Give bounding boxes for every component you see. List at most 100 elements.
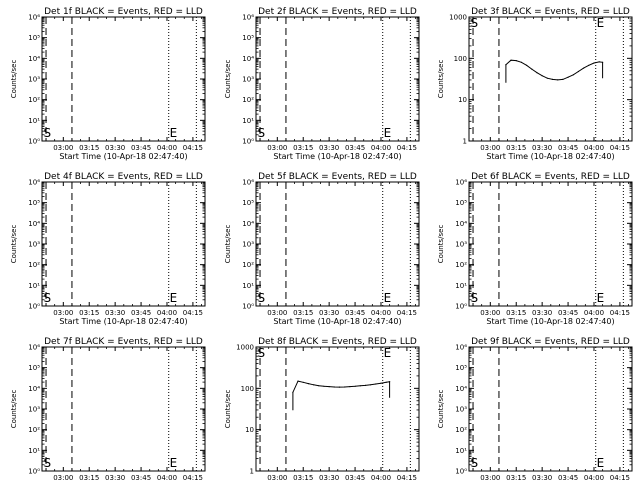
y-tick-label: 1000 [236, 344, 254, 352]
marker-label-e: E [384, 291, 392, 305]
data-point [318, 385, 320, 387]
y-tick-label: 10⁴ [28, 55, 40, 63]
y-axis-label: Counts/sec [10, 225, 18, 264]
x-tick-label: 03:45 [131, 309, 151, 317]
x-tick-label: 04:00 [584, 144, 604, 152]
x-tick-label: 03:15 [293, 474, 313, 480]
y-tick-label: 10⁵ [242, 34, 254, 42]
x-tick-label: 03:00 [480, 474, 500, 480]
x-tick-label: 04:15 [610, 309, 630, 317]
data-point [593, 62, 595, 64]
data-point [344, 386, 346, 388]
data-point [323, 385, 325, 387]
y-tick-label: 10³ [242, 241, 254, 249]
data-point [531, 68, 533, 70]
data-point [302, 381, 304, 383]
y-tick-label: 10⁶ [455, 179, 467, 187]
y-tick-label: 10⁵ [28, 199, 40, 207]
y-tick-label: 10² [455, 261, 467, 269]
data-point [588, 64, 590, 66]
chart-panel-2: Det 2f BLACK = Events, RED = LLD Counts/s… [224, 7, 420, 161]
x-tick-label: 04:00 [157, 309, 177, 317]
y-tick-label: 10 [458, 96, 467, 104]
x-tick-label: 03:45 [345, 144, 365, 152]
data-point [546, 77, 548, 79]
marker-label-s: S [470, 456, 478, 470]
marker-label-s: S [43, 291, 51, 305]
chart-panel-7: Det 7f BLACK = Events, RED = LLD Counts/s… [10, 337, 206, 480]
y-tick-label: 10² [28, 96, 40, 104]
x-tick-label: 03:30 [105, 309, 125, 317]
data-point [307, 383, 309, 385]
marker-label-e: E [384, 126, 392, 140]
y-tick-label: 10¹ [242, 117, 254, 125]
chart-title: Det 1f BLACK = Events, RED = LLD [44, 7, 203, 17]
data-point [292, 391, 294, 393]
y-tick-label: 10³ [455, 241, 467, 249]
x-tick-label: 04:00 [371, 144, 391, 152]
data-point [505, 64, 507, 66]
chart-title: Det 6f BLACK = Events, RED = LLD [471, 172, 630, 182]
y-axis-label: Counts/sec [224, 60, 232, 99]
chart-panel-9: Det 9f BLACK = Events, RED = LLD Counts/s… [437, 337, 633, 480]
marker-label-s: S [257, 346, 265, 360]
x-tick-label: 03:00 [267, 474, 287, 480]
y-tick-label: 1000 [449, 14, 467, 22]
x-tick-label: 03:00 [267, 144, 287, 152]
x-tick-label: 03:30 [532, 144, 552, 152]
y-tick-label: 10⁰ [28, 303, 40, 311]
y-tick-label: 10⁴ [28, 220, 40, 228]
y-tick-label: 10² [28, 426, 40, 434]
x-tick-label: 03:45 [558, 144, 578, 152]
y-tick-label: 10¹ [28, 282, 40, 290]
chart-title: Det 7f BLACK = Events, RED = LLD [44, 337, 203, 347]
data-point [572, 74, 574, 76]
y-tick-label: 10⁴ [242, 220, 254, 228]
marker-label-s: S [470, 16, 478, 30]
marker-label-e: E [384, 346, 392, 360]
y-axis-label: Counts/sec [224, 390, 232, 429]
chart-panel-3: Det 3f BLACK = Events, RED = LLD Counts/s… [437, 7, 633, 161]
data-point [389, 381, 391, 383]
plot-frame [41, 346, 206, 472]
y-tick-label: 10³ [28, 406, 40, 414]
y-tick-label: 10³ [455, 406, 467, 414]
y-axis-label: Counts/sec [437, 60, 445, 99]
y-tick-label: 10¹ [28, 447, 40, 455]
y-tick-label: 10¹ [455, 447, 467, 455]
y-tick-label: 10⁶ [28, 344, 40, 352]
y-tick-label: 10⁶ [242, 14, 254, 22]
data-point [551, 78, 554, 80]
marker-label-e: E [170, 291, 178, 305]
x-tick-label: 04:15 [610, 144, 630, 152]
series-line [292, 380, 391, 411]
y-tick-label: 10² [242, 261, 254, 269]
data-point [349, 386, 351, 388]
y-tick-label: 1 [250, 468, 254, 476]
x-tick-label: 04:00 [157, 474, 177, 480]
data-point [557, 79, 559, 81]
x-tick-label: 03:15 [506, 474, 526, 480]
y-tick-label: 100 [454, 55, 467, 63]
data-point [510, 59, 512, 61]
x-axis-label: Start Time (10-Apr-18 02:47:40) [486, 317, 614, 326]
y-tick-label: 10⁶ [28, 14, 40, 22]
y-tick-label: 10⁰ [455, 468, 467, 476]
data-point [515, 60, 517, 62]
y-tick-label: 10³ [28, 241, 40, 249]
y-axis-label: Counts/sec [10, 60, 18, 99]
chart-panel-6: Det 6f BLACK = Events, RED = LLD Counts/s… [437, 172, 633, 326]
y-tick-label: 10⁵ [28, 34, 40, 42]
data-point [338, 386, 341, 388]
data-point [598, 61, 600, 63]
x-axis-label: Start Time (10-Apr-18 02:47:40) [273, 152, 401, 161]
marker-label-s: S [43, 456, 51, 470]
x-tick-label: 03:45 [131, 144, 151, 152]
chart-title: Det 8f BLACK = Events, RED = LLD [258, 337, 417, 347]
data-point [313, 384, 315, 386]
data-point [583, 67, 585, 69]
y-tick-label: 10⁵ [28, 364, 40, 372]
chart-title: Det 9f BLACK = Events, RED = LLD [471, 337, 630, 347]
y-tick-label: 10³ [242, 76, 254, 84]
data-point [297, 380, 299, 382]
